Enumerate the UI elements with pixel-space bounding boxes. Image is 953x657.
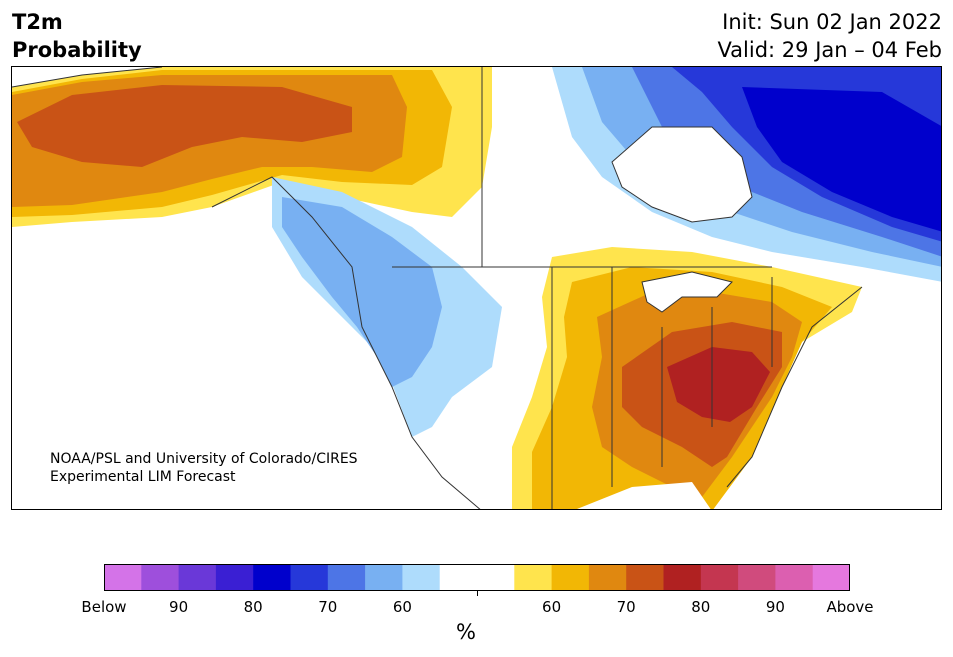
colorbar-tick-label: 60 <box>392 598 412 616</box>
title-line-2: Probability <box>12 38 142 62</box>
colorbar-cells <box>104 564 850 591</box>
colorbar-tick-label: Below <box>81 598 127 616</box>
colorbar-tick-mark <box>477 591 478 596</box>
colorbar-cell <box>551 564 590 591</box>
colorbar-cell <box>104 564 142 591</box>
colorbar-tick-label: 60 <box>542 598 562 616</box>
credit-line-2: Experimental LIM Forecast <box>50 469 236 485</box>
colorbar-cell <box>626 564 664 591</box>
gulf-of-mexico <box>577 482 711 509</box>
map-canvas <box>12 67 941 509</box>
colorbar-tick-label: 90 <box>169 598 189 616</box>
colorbar-cell <box>700 564 739 591</box>
valid-dates: Valid: 29 Jan – 04 Feb <box>717 38 942 62</box>
colorbar-cell <box>738 564 776 591</box>
colorbar-cell <box>365 564 403 591</box>
colorbar-cell <box>439 564 478 591</box>
colorbar-cell <box>327 564 366 591</box>
colorbar-cell <box>477 564 515 591</box>
colorbar-cell <box>141 564 180 591</box>
colorbar-tick-label: Above <box>826 598 874 616</box>
great-lakes <box>641 271 733 313</box>
init-date: Init: Sun 02 Jan 2022 <box>722 10 942 34</box>
title-line-1: T2m <box>12 10 63 34</box>
colorbar-border <box>104 564 850 591</box>
colorbar-cell <box>253 564 291 591</box>
region-canada-below-75 <box>742 87 941 232</box>
colorbar-tick-label: 70 <box>616 598 636 616</box>
hudson-bay <box>611 126 753 223</box>
forecast-map: NOAA/PSL and University of Colorado/CIRE… <box>11 66 942 510</box>
colorbar-unit-label: % <box>456 620 476 644</box>
map-title: T2m Probability <box>12 8 142 64</box>
colorbar-cell <box>775 564 814 591</box>
credit-line-1: NOAA/PSL and University of Colorado/CIRE… <box>50 451 358 467</box>
colorbar-tick-label: 70 <box>318 598 338 616</box>
credit-text: NOAA/PSL and University of Colorado/CIRE… <box>50 450 358 486</box>
forecast-dates: Init: Sun 02 Jan 2022 Valid: 29 Jan – 04… <box>717 8 942 64</box>
coastline-boundaries <box>12 67 863 509</box>
colorbar-tick-label: 90 <box>765 598 785 616</box>
colorbar-cell <box>215 564 254 591</box>
colorbar <box>104 564 850 591</box>
colorbar-cell <box>402 564 441 591</box>
region-west-below-60 <box>282 197 442 387</box>
colorbar-cell <box>514 564 553 591</box>
colorbar-cell <box>663 564 702 591</box>
colorbar-cell <box>178 564 217 591</box>
colorbar-cell <box>588 564 627 591</box>
region-east-above-75 <box>667 347 770 422</box>
colorbar-tick-label: 80 <box>243 598 263 616</box>
region-alaska-above-70 <box>17 85 352 167</box>
colorbar-tick-label: 80 <box>691 598 711 616</box>
colorbar-cell <box>812 564 850 591</box>
colorbar-cell <box>290 564 329 591</box>
